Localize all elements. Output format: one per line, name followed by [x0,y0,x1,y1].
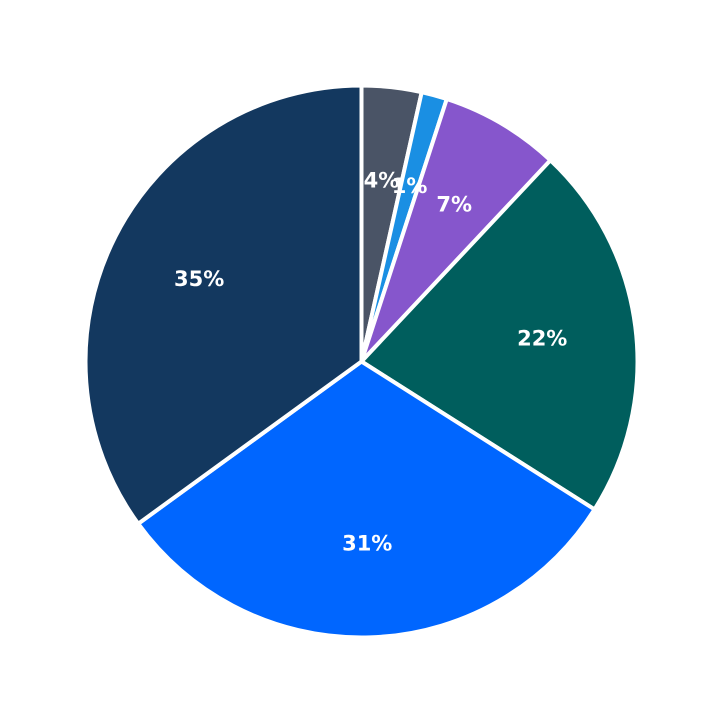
pie-slice-3 [359,158,640,512]
pie-labels: 4%1% 7% 22% 31% 35% [174,168,567,555]
pie-slice-label-3: 22% [517,327,567,351]
pie-slice-label-2: 7% [436,193,472,217]
pie-slice-2 [359,97,553,364]
pie-slices [83,83,640,640]
pie-slice-label-4: 31% [342,532,392,556]
pie-slice-5 [83,83,364,526]
pie-slice-label-1: 1% [392,174,428,198]
pie-slice-4 [136,359,597,640]
pie-slice-label-0: 4% [364,168,400,192]
pie-slice-label-5: 35% [174,267,224,291]
